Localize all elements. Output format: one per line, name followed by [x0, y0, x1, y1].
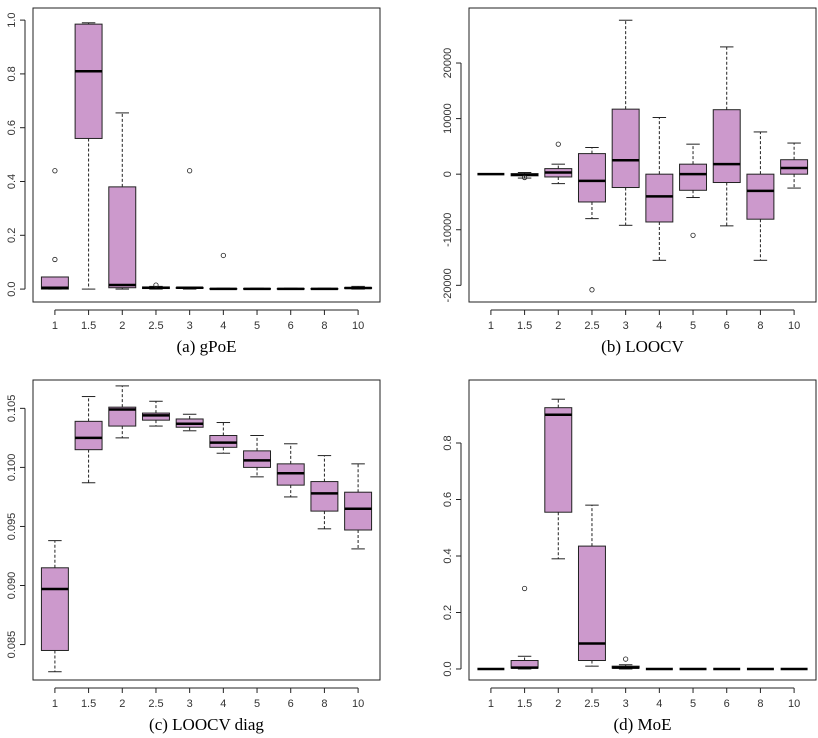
y-tick-label: 0.8	[6, 66, 18, 81]
x-tick-label: 8	[757, 698, 763, 710]
outlier	[521, 174, 528, 181]
y-tick-label: -20000	[442, 268, 454, 302]
y-tick-label: 0.100	[6, 454, 18, 482]
x-tick-label: 10	[788, 320, 800, 332]
x-tick-label: 1.5	[81, 698, 96, 710]
x-tick-label: 3	[623, 698, 629, 710]
plot-frame	[32, 7, 381, 303]
x-tick-label: 5	[690, 698, 696, 710]
x-tick-label: 5	[690, 320, 696, 332]
x-tick-label: 2	[555, 698, 561, 710]
y-tick-label: 0.4	[442, 548, 454, 563]
x-tick-label: 10	[352, 698, 364, 710]
outlier	[187, 168, 193, 174]
x-tick-label: 6	[288, 320, 294, 332]
outlier	[589, 287, 595, 293]
x-tick-label: 10	[788, 698, 800, 710]
y-tick-label: 0.6	[6, 120, 18, 135]
x-tick-label: 6	[724, 698, 730, 710]
outlier	[690, 232, 696, 238]
y-tick-label: 0.095	[6, 513, 18, 541]
y-tick-label: 0.0	[6, 281, 18, 296]
y-tick-label: 0.0	[442, 661, 454, 676]
box	[74, 23, 103, 139]
x-tick-label: 3	[623, 320, 629, 332]
y-tick-label: 20000	[442, 48, 454, 79]
x-tick-label: 1	[488, 320, 494, 332]
x-tick-label: 8	[757, 320, 763, 332]
x-tick-label: 1.5	[517, 320, 532, 332]
outlier	[220, 252, 226, 259]
x-tick-label: 4	[656, 320, 662, 332]
box	[344, 491, 373, 531]
y-tick-label: 0.4	[6, 174, 18, 189]
caption: (d) MoE	[613, 715, 671, 734]
x-tick-label: 2.5	[148, 698, 163, 710]
y-tick-label: 0.2	[6, 228, 18, 243]
box	[746, 173, 775, 220]
y-tick-label: 0	[442, 171, 454, 177]
x-tick-label: 4	[656, 698, 662, 710]
x-tick-label: 2.5	[148, 320, 163, 332]
outlier	[521, 585, 528, 592]
x-tick-label: 3	[187, 320, 193, 332]
box	[74, 420, 103, 451]
y-tick-label: 0.6	[442, 492, 454, 507]
x-tick-label: 2	[119, 698, 125, 710]
outlier	[52, 168, 58, 174]
x-tick-label: 1.5	[517, 698, 532, 710]
x-tick-label: 1	[52, 320, 58, 332]
x-tick-label: 5	[254, 320, 260, 332]
caption: (b) LOOCV	[601, 337, 684, 356]
y-tick-label: 10000	[442, 103, 454, 134]
outlier	[153, 282, 159, 288]
box	[645, 173, 674, 223]
x-tick-label: 6	[288, 698, 294, 710]
x-tick-label: 1	[52, 698, 58, 710]
box	[40, 276, 69, 290]
x-tick-label: 2	[555, 320, 561, 332]
box	[108, 186, 137, 289]
x-tick-label: 8	[321, 320, 327, 332]
x-tick-label: 8	[321, 698, 327, 710]
x-tick-label: 3	[187, 698, 193, 710]
y-tick-label: -10000	[442, 213, 454, 247]
x-tick-label: 2.5	[584, 698, 599, 710]
box	[544, 407, 573, 513]
box	[577, 153, 606, 203]
box	[108, 406, 137, 427]
x-tick-label: 6	[724, 320, 730, 332]
box	[577, 545, 606, 662]
x-tick-label: 4	[220, 698, 226, 710]
plot-frame	[468, 379, 817, 681]
y-tick-label: 0.2	[442, 605, 454, 620]
outlier	[52, 256, 58, 263]
y-tick-label: 1.0	[6, 12, 18, 27]
box	[40, 567, 69, 651]
box	[712, 109, 741, 184]
y-tick-label: 0.090	[6, 572, 18, 600]
y-tick-label: 0.8	[442, 435, 454, 450]
y-tick-label: 0.105	[6, 395, 18, 423]
x-tick-label: 5	[254, 698, 260, 710]
x-tick-label: 2	[119, 320, 125, 332]
caption: (c) LOOCV diag	[149, 715, 264, 734]
plot-frame	[32, 379, 381, 681]
box	[679, 163, 708, 191]
box	[611, 108, 640, 189]
outlier	[555, 141, 561, 147]
outlier	[623, 656, 629, 662]
x-tick-label: 1.5	[81, 320, 96, 332]
x-tick-label: 1	[488, 698, 494, 710]
y-tick-label: 0.085	[6, 631, 18, 659]
x-tick-label: 4	[220, 320, 226, 332]
x-tick-label: 2.5	[584, 320, 599, 332]
plot-frame	[468, 7, 817, 303]
box	[310, 481, 339, 512]
x-tick-label: 10	[352, 320, 364, 332]
caption: (a) gPoE	[177, 337, 237, 356]
